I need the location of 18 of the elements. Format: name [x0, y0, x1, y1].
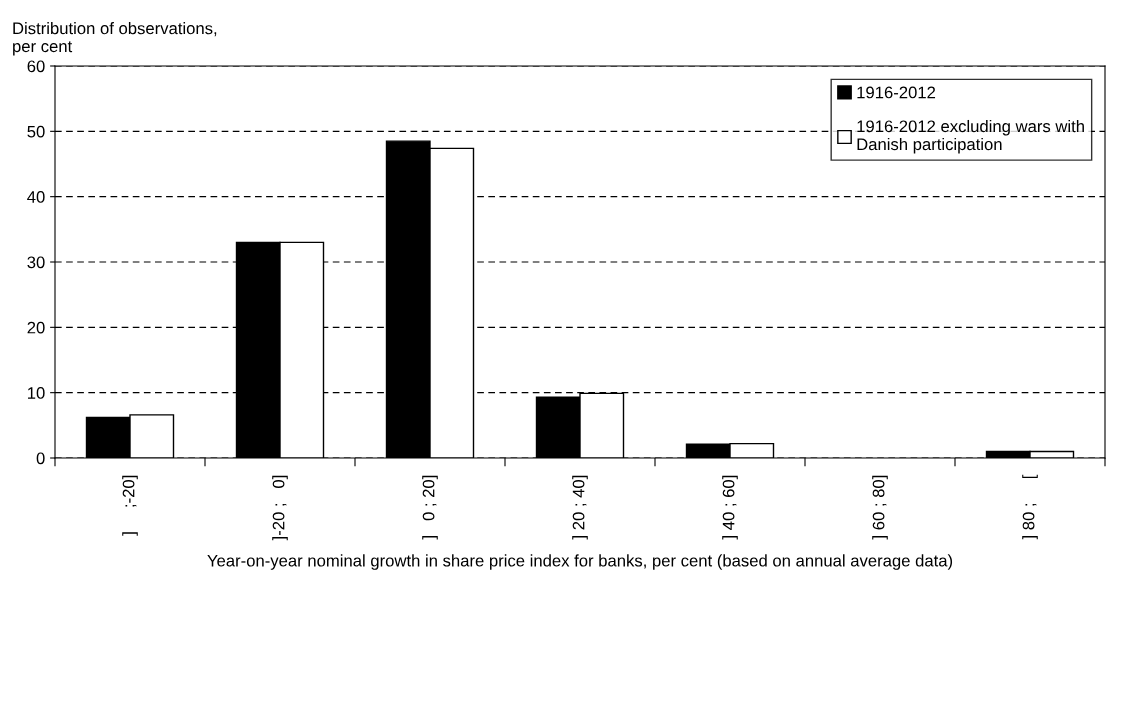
y-tick-label: 20	[27, 321, 45, 334]
x-tick-label: ]-20 ; 0]	[272, 475, 288, 541]
legend-label: 1916-2012	[857, 86, 936, 99]
y-tick-label: 50	[27, 125, 45, 138]
y-tick-label: 30	[27, 256, 45, 269]
x-tick-label: ] 40 ; 60]	[722, 475, 738, 540]
y-tick-label: 60	[27, 60, 45, 73]
x-tick-label: ] 20 ; 40]	[572, 475, 588, 540]
x-tick-label: ] 80 ; [	[1022, 474, 1038, 540]
y-tick-label: 0	[36, 452, 45, 465]
x-tick-label: ] 60 ; 80]	[872, 475, 888, 540]
legend-label: 1916-2012 excluding wars with Danish participation	[857, 119, 1084, 154]
x-tick-label: ] 0 ; 20]	[422, 475, 438, 540]
x-tick-label: ] ;-20]	[122, 475, 138, 536]
x-axis-title: Year-on-year nominal growth in share price index for banks, per cent (based on annual average data)	[207, 554, 953, 570]
y-tick-label: 10	[28, 387, 45, 399]
y-axis-title: Distribution of observations, per cent	[13, 22, 217, 56]
y-tick-label: 40	[27, 191, 45, 203]
